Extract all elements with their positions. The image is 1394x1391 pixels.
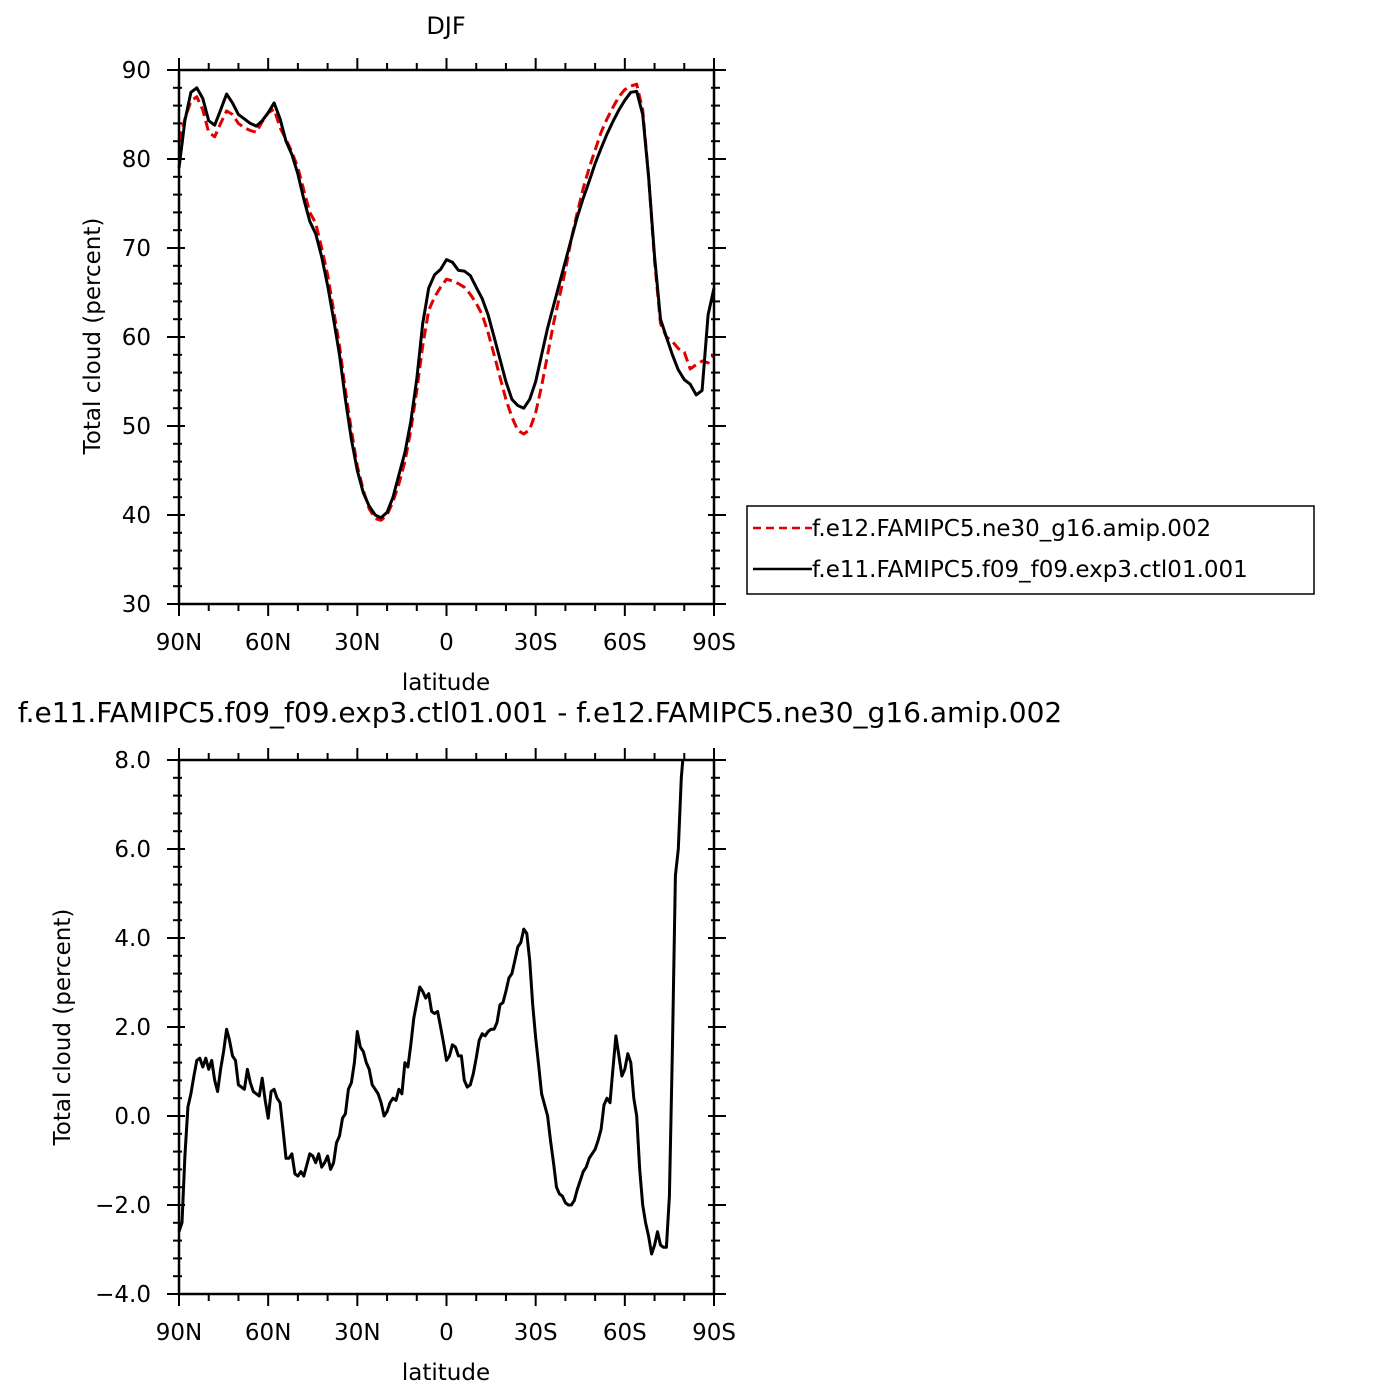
- bottom-y-tick-label: 0.0: [114, 1104, 151, 1130]
- top-x-tick-label: 30S: [514, 630, 558, 656]
- top-series-line-0: [177, 82, 716, 522]
- top-y-tick-label: 70: [122, 236, 151, 262]
- top-y-tick-label: 60: [122, 325, 151, 351]
- top-x-tick-label: 0: [439, 630, 454, 656]
- bottom-x-tick-label: 90N: [156, 1320, 202, 1346]
- legend-box: [746, 505, 1315, 595]
- bottom-series-line-0: [177, 759, 685, 1256]
- top-x-tick-label: 60N: [245, 630, 291, 656]
- top-y-tick-label: 50: [122, 414, 151, 440]
- top-y-tick-label: 40: [122, 503, 151, 529]
- top-x-tick-label: 60S: [603, 630, 647, 656]
- bottom-axis-ticks: −4.0 −2.0 0.0 2.0 4.0 6.0 8.0 90N 60N 30N 0 30S 60S 9…: [95, 748, 736, 1346]
- top-x-tick-label: 30N: [334, 630, 380, 656]
- top-axis-ticks: 30 40 50 60 70 80 90 90N 60N 30N 0 30S 60S 90S: [122, 58, 736, 656]
- top-x-axis-label: latitude: [402, 670, 490, 696]
- top-y-tick-label: 90: [122, 58, 151, 84]
- bottom-x-tick-label: 60S: [603, 1320, 647, 1346]
- bottom-y-tick-label: 2.0: [114, 1015, 151, 1041]
- top-y-axis-label: Total cloud (percent): [80, 218, 106, 456]
- top-plot-frame: [177, 68, 716, 606]
- legend-entry-f09: f.e11.FAMIPC5.f09_f09.exp3.ctl01.001: [812, 557, 1248, 583]
- bottom-chart-title: f.e11.FAMIPC5.f09_f09.exp3.ctl01.001 - f…: [18, 696, 1062, 729]
- bottom-y-tick-label: 8.0: [114, 748, 151, 774]
- bottom-x-axis-label: latitude: [402, 1360, 490, 1386]
- top-x-tick-label: 90S: [692, 630, 736, 656]
- bottom-x-tick-label: 90S: [692, 1320, 736, 1346]
- bottom-y-tick-label: 6.0: [114, 837, 151, 863]
- top-chart-title: DJF: [426, 12, 465, 40]
- bottom-y-tick-label: −2.0: [95, 1193, 151, 1219]
- top-series-line-1: [177, 86, 716, 520]
- bottom-y-axis-label: Total cloud (percent): [50, 909, 76, 1147]
- legend: f.e12.FAMIPC5.ne30_g16.amip.002 f.e11.FA…: [746, 505, 1315, 595]
- bottom-y-tick-label: 4.0: [114, 926, 151, 952]
- bottom-series-line: [177, 759, 685, 1256]
- bottom-plot-frame: [177, 758, 716, 1296]
- bottom-x-tick-label: 60N: [245, 1320, 291, 1346]
- bottom-x-tick-label: 30S: [514, 1320, 558, 1346]
- bottom-y-tick-label: −4.0: [95, 1282, 151, 1308]
- bottom-x-tick-label: 0: [439, 1320, 454, 1346]
- top-series-lines: [177, 82, 716, 522]
- top-y-tick-label: 80: [122, 147, 151, 173]
- panel-difference: f.e11.FAMIPC5.f09_f09.exp3.ctl01.001 - f…: [18, 696, 1062, 1386]
- top-y-tick-label: 30: [122, 592, 151, 618]
- bottom-x-tick-label: 30N: [334, 1320, 380, 1346]
- panel-djf: DJF Total cloud (percent) latitude 30 40 5…: [80, 12, 736, 696]
- legend-entry-ne30: f.e12.FAMIPC5.ne30_g16.amip.002: [812, 516, 1211, 542]
- top-x-tick-label: 90N: [156, 630, 202, 656]
